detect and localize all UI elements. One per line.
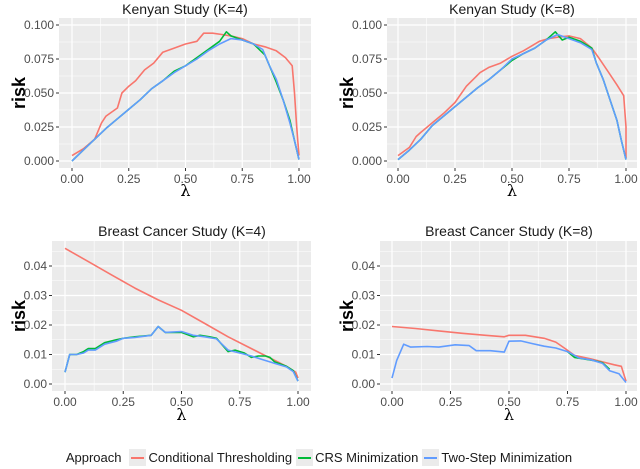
series-line-two-step-minimization: [391, 340, 627, 383]
legend-title: Approach: [65, 449, 122, 465]
legend-swatch-2: [424, 456, 438, 459]
x-tick-label: 0.75: [556, 395, 580, 409]
y-tick-label: 0.075: [24, 52, 54, 66]
panel-1: 0.00 0.25 0.50 0.75 1.00 0.000 0.025 0.050 0.075…: [9, 1, 311, 200]
legend-key-conditional-thresholding: [129, 448, 147, 466]
x-tick-label: 1.00: [286, 395, 310, 409]
x-tick-label: 0.50: [500, 172, 524, 186]
y-tick-label: 0.04: [24, 259, 48, 273]
x-tick-label: 0.25: [443, 172, 467, 186]
series-line-two-step-minimization: [71, 37, 300, 162]
series-line-two-step-minimization: [64, 325, 299, 382]
x-tick-label: 0.25: [112, 395, 136, 409]
series-line-conditional-thresholding: [391, 325, 627, 382]
y-tick-label: 0.050: [352, 86, 382, 100]
legend-label-two-step-minimization: Two-Step Minimization: [441, 449, 573, 465]
y-tick-label: 0.025: [24, 120, 54, 134]
y-tick-label: 0.03: [24, 289, 48, 303]
series-line-conditional-thresholding: [71, 32, 300, 157]
x-tick-label: 0.00: [380, 395, 404, 409]
y-tick-label: 0.00: [352, 377, 376, 391]
x-axis-title: λ: [504, 405, 514, 424]
x-tick-label: 0.75: [557, 172, 581, 186]
y-axis-title: risk: [337, 299, 357, 332]
y-tick-label: 0.075: [352, 52, 382, 66]
y-tick-label: 0.02: [24, 318, 48, 332]
y-tick-label: 0.000: [352, 154, 382, 168]
y-axis-title: risk: [9, 299, 29, 332]
panel-title: Breast Cancer Study (K=4): [98, 223, 266, 239]
legend-key-crs-minimization: [296, 448, 314, 466]
y-tick-label: 0.01: [352, 348, 376, 362]
x-tick-label: 0.50: [170, 395, 194, 409]
panel-4: 0.00 0.25 0.50 0.75 1.00 0.00 0.01 0.02 0.03 0.04…: [337, 223, 638, 424]
x-axis-title: λ: [176, 405, 186, 424]
x-axis-title: λ: [180, 181, 190, 200]
legend-label-conditional-thresholding: Conditional Thresholding: [148, 449, 293, 465]
x-tick-label: 0.00: [53, 395, 77, 409]
y-tick-label: 0.100: [24, 18, 54, 32]
panel-title: Breast Cancer Study (K=8): [425, 223, 593, 239]
y-tick-label: 0.00: [24, 377, 48, 391]
panel-3: 0.00 0.25 0.50 0.75 1.00 0.00 0.01 0.02 0.03 0.04…: [9, 223, 311, 424]
y-tick-label: 0.025: [352, 120, 382, 134]
x-tick-label: 1.00: [287, 172, 311, 186]
panel-2: 0.00 0.25 0.50 0.75 1.00 0.000 0.025 0.050 0.075…: [337, 1, 638, 200]
y-tick-label: 0.01: [24, 348, 48, 362]
y-axis-title: risk: [337, 76, 357, 109]
y-tick-label: 0.02: [352, 318, 376, 332]
x-tick-label: 0.25: [117, 172, 141, 186]
y-tick-label: 0.03: [352, 289, 376, 303]
y-tick-label: 0.100: [352, 18, 382, 32]
panel-title: Kenyan Study (K=4): [122, 1, 248, 17]
series-line-conditional-thresholding: [397, 35, 627, 159]
x-tick-label: 1.00: [614, 172, 638, 186]
x-tick-label: 0.00: [386, 172, 410, 186]
y-axis-title: risk: [9, 76, 29, 109]
y-tick-label: 0.000: [24, 154, 54, 168]
x-tick-label: 0.75: [228, 395, 252, 409]
x-axis-title: λ: [507, 181, 517, 200]
y-tick-label: 0.050: [24, 86, 54, 100]
legend: Approach Conditional Thresholding CRS Mi…: [0, 447, 640, 467]
legend-swatch-1: [298, 456, 312, 459]
panel-title: Kenyan Study (K=8): [449, 1, 575, 17]
series-line-crs-minimization: [64, 325, 299, 382]
x-tick-label: 0.00: [60, 172, 84, 186]
x-tick-label: 0.50: [174, 172, 198, 186]
series-line-two-step-minimization: [397, 33, 627, 161]
x-tick-label: 0.75: [231, 172, 255, 186]
legend-label-crs-minimization: CRS Minimization: [315, 449, 419, 465]
x-tick-label: 0.50: [497, 395, 521, 409]
x-tick-label: 1.00: [614, 395, 638, 409]
legend-key-two-step-minimization: [422, 448, 440, 466]
legend-swatch-0: [131, 456, 145, 459]
y-tick-label: 0.04: [352, 259, 376, 273]
x-tick-label: 0.25: [439, 395, 463, 409]
